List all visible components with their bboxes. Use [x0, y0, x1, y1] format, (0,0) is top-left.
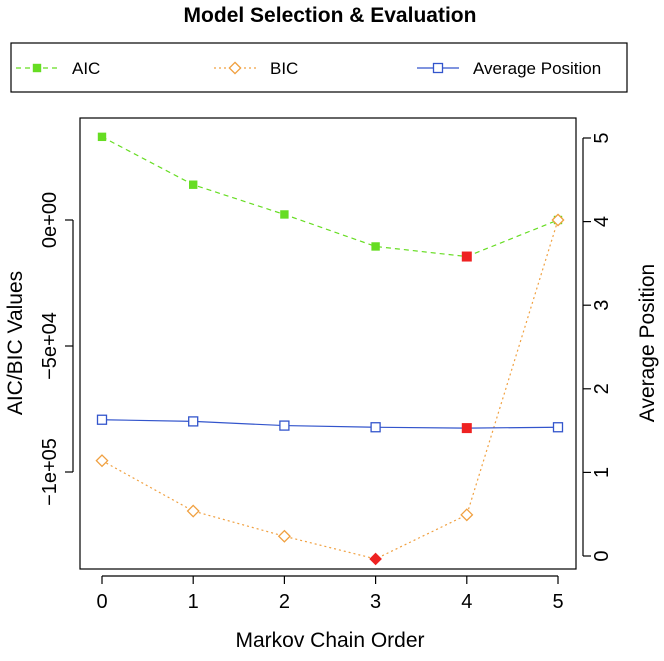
- y-right-tick-label: 4: [591, 216, 613, 227]
- y-right-tick-label: 0: [591, 550, 613, 561]
- data-point: [188, 416, 199, 427]
- series-average-position: [96, 414, 564, 434]
- series-line: [101, 419, 559, 429]
- legend-marker: [432, 62, 444, 74]
- legend-label: Average Position: [473, 59, 601, 78]
- legend: AIC BIC Average Position: [10, 42, 628, 93]
- data-point: [95, 454, 109, 468]
- data-point: [279, 420, 290, 431]
- legend-item-average-position: Average Position: [417, 59, 601, 78]
- series-line: [101, 219, 559, 560]
- series-layer: [95, 132, 565, 566]
- y-right-tick-label: 5: [591, 132, 613, 143]
- x-tick-label: 0: [96, 591, 107, 613]
- y-right-tick-label: 3: [591, 300, 613, 311]
- data-point: [552, 422, 564, 433]
- y-right-tick-label: 2: [591, 383, 613, 394]
- y-left-axis: 0e+00 −5e+04 −1e+05: [39, 192, 74, 506]
- plot-frame: [79, 117, 577, 570]
- y-right-tick-label: 1: [591, 467, 613, 478]
- data-point: [371, 242, 380, 251]
- legend-box: [10, 42, 628, 93]
- data-point: [277, 529, 291, 543]
- x-tick-label: 3: [370, 591, 381, 613]
- data-point-highlight: [369, 552, 382, 566]
- y-left-tick-label: −5e+04: [39, 312, 61, 380]
- y-right-axis-label: Average Position: [636, 264, 659, 422]
- y-right-axis: 0 1 2 3 4 5: [582, 132, 613, 562]
- series-aic: [97, 132, 563, 262]
- y-left-tick-label: −1e+05: [39, 438, 61, 506]
- chart-title: Model Selection & Evaluation: [184, 4, 477, 27]
- legend-marker: [228, 61, 242, 75]
- data-point: [97, 132, 107, 142]
- legend-item-aic: AIC: [16, 59, 100, 78]
- x-axis-label: Markov Chain Order: [235, 629, 424, 652]
- data-point-highlight: [461, 251, 472, 262]
- x-axis: 0 1 2 3 4 5: [96, 575, 564, 613]
- data-point: [551, 213, 565, 227]
- data-point: [186, 504, 200, 518]
- data-point-highlight: [461, 423, 472, 434]
- x-tick-label: 5: [552, 591, 563, 613]
- data-point: [189, 180, 198, 189]
- y-left-tick-label: 0e+00: [39, 192, 61, 248]
- legend-label: AIC: [72, 59, 100, 78]
- series-bic: [95, 213, 565, 566]
- y-left-axis-label: AIC/BIC Values: [4, 271, 27, 415]
- data-point: [370, 422, 381, 433]
- data-point: [460, 508, 474, 522]
- legend-marker: [32, 63, 42, 73]
- x-tick-label: 1: [188, 591, 199, 613]
- data-point: [96, 414, 108, 425]
- series-line: [101, 136, 559, 258]
- data-point: [280, 210, 289, 219]
- x-tick-label: 4: [461, 591, 472, 613]
- legend-label: BIC: [270, 59, 298, 78]
- legend-item-bic: BIC: [214, 59, 298, 78]
- x-tick-label: 2: [279, 591, 290, 613]
